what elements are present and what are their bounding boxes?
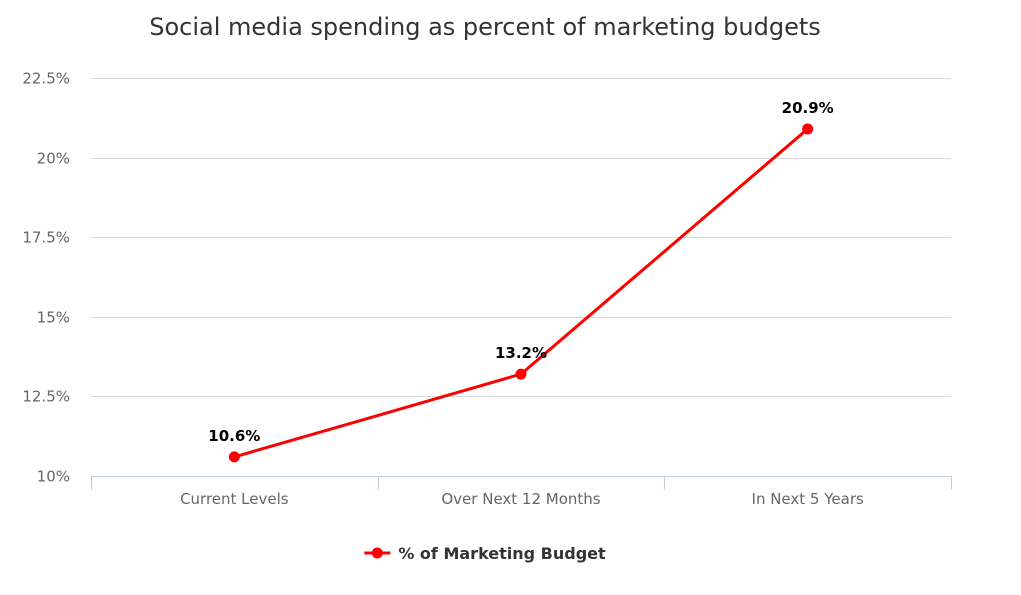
data-label: 20.9% (782, 99, 834, 117)
data-point[interactable] (228, 451, 240, 463)
series-group: 10.6% 13.2% 20.9% (208, 99, 834, 463)
grid-lines (91, 78, 951, 397)
y-tick-label: 15% (37, 309, 70, 327)
y-tick-label: 17.5% (22, 229, 70, 247)
y-tick-label: 20% (37, 150, 70, 168)
x-tick-label: In Next 5 Years (752, 490, 864, 508)
data-label: 10.6% (208, 427, 260, 445)
data-point[interactable] (802, 123, 814, 135)
legend[interactable]: % of Marketing Budget (364, 544, 606, 563)
data-label: 13.2% (495, 344, 547, 362)
y-tick-label: 22.5% (22, 70, 70, 88)
y-tick-label: 12.5% (22, 388, 70, 406)
x-tick-label: Current Levels (180, 490, 289, 508)
series-line (232, 127, 810, 459)
y-axis-ticks: 10% 12.5% 15% 17.5% 20% 22.5% (22, 70, 70, 486)
y-tick-label: 10% (37, 468, 70, 486)
data-point[interactable] (515, 368, 527, 380)
legend-label[interactable]: % of Marketing Budget (398, 544, 606, 563)
x-tick-label: Over Next 12 Months (441, 490, 600, 508)
chart-title: Social media spending as percent of mark… (149, 13, 821, 41)
legend-marker-symbol (371, 547, 383, 559)
x-axis: Current Levels Over Next 12 Months In Next… (91, 476, 952, 508)
